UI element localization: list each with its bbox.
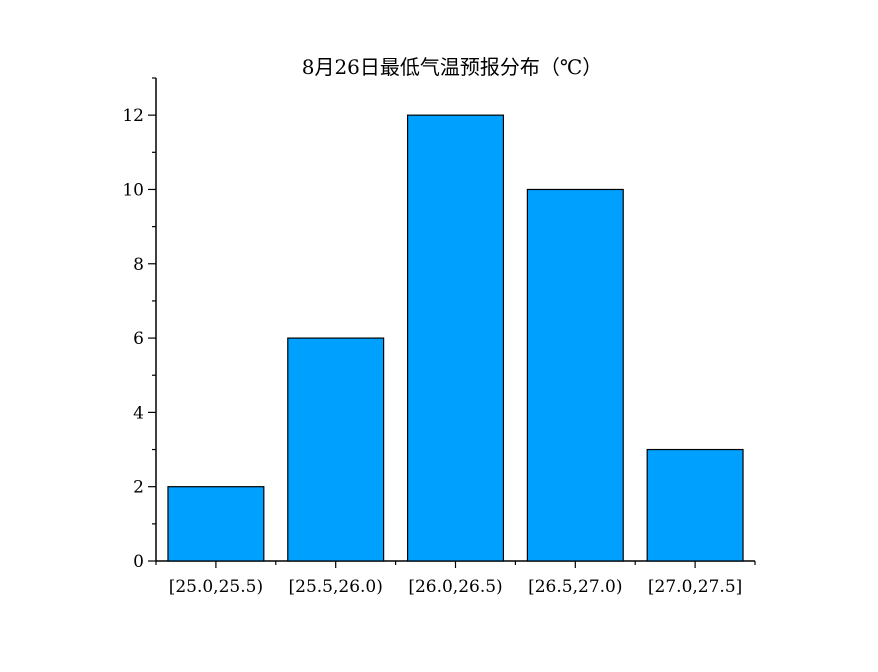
bar-3 bbox=[406, 114, 505, 562]
x-axis: [25.0,25.5) [25.5,26.0) [26.0,26.5) [26.5,2… bbox=[155, 560, 756, 597]
chart-title: 8月26日最低气温预报分布（℃） bbox=[302, 55, 603, 79]
y-tick-label: 6 bbox=[133, 329, 144, 349]
x-tick-label: [26.5,27.0) bbox=[528, 577, 622, 597]
y-tick-label: 0 bbox=[133, 552, 144, 572]
y-tick-label: 2 bbox=[133, 478, 144, 498]
y-tick-label: 12 bbox=[122, 106, 144, 126]
y-tick-label: 8 bbox=[133, 255, 144, 275]
x-tick-label: [25.5,26.0) bbox=[289, 577, 383, 597]
bar-5 bbox=[646, 448, 744, 562]
x-tick-label: [27.0,27.5] bbox=[648, 577, 742, 597]
y-tick-label: 10 bbox=[122, 180, 144, 200]
bars bbox=[167, 114, 744, 562]
x-tick-label: [25.0,25.5) bbox=[169, 577, 263, 597]
y-axis: 0 2 4 6 8 10 12 bbox=[122, 77, 157, 572]
bar-1 bbox=[167, 486, 265, 562]
y-tick-label: 4 bbox=[133, 403, 144, 423]
x-tick-label: [26.0,26.5) bbox=[408, 577, 502, 597]
bar-2 bbox=[287, 337, 385, 562]
bar-4 bbox=[526, 188, 624, 562]
